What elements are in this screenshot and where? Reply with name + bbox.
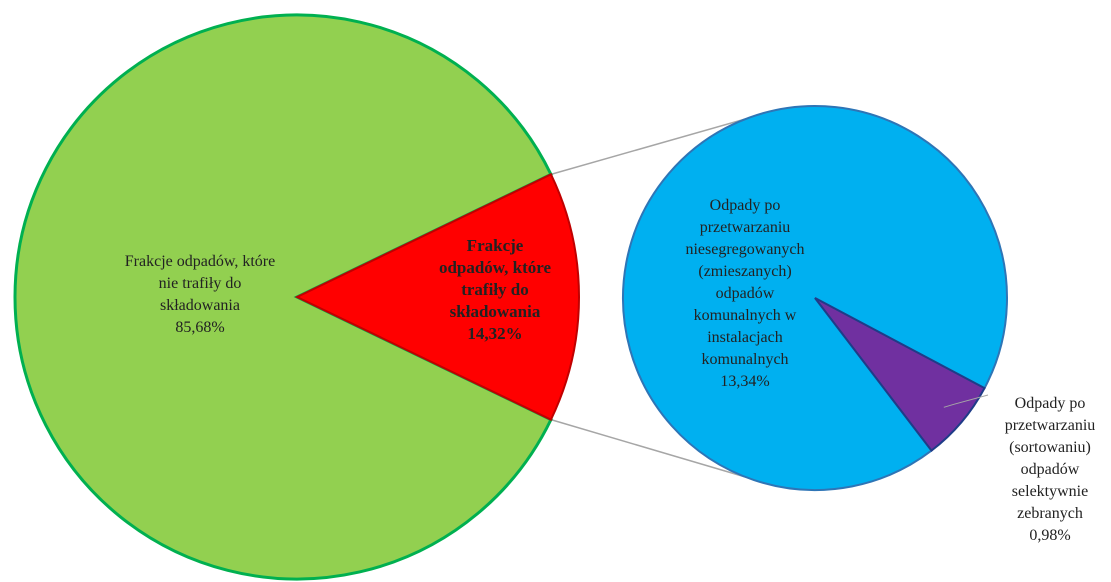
slice-label: Odpady po przetwarzaniu (sortowaniu) odp… <box>1005 393 1096 547</box>
label-line: 14,32% <box>467 324 523 343</box>
label-line: Frakcje odpadów, które trafiły do składo… <box>438 236 552 321</box>
pie-slice <box>294 173 580 421</box>
connector-line <box>550 418 747 478</box>
slice-label: Odpady po przetwarzaniu niesegregowanych… <box>685 195 804 393</box>
label-line: 85,68% <box>175 319 225 336</box>
pie-slice <box>13 13 553 581</box>
slice-label: Frakcje odpadów, które nie trafiły do sk… <box>125 251 275 339</box>
label-line: 0,98% <box>1029 527 1071 544</box>
label-line: 13,34% <box>720 373 770 390</box>
label-line: Odpady po przetwarzaniu niesegregowanych… <box>685 197 805 368</box>
connector-line <box>550 118 747 176</box>
leader-line <box>943 394 989 408</box>
slice-label: Frakcje odpadów, które trafiły do składo… <box>439 235 551 345</box>
label-line: Frakcje odpadów, które nie trafiły do sk… <box>124 253 276 314</box>
label-line: Odpady po przetwarzaniu (sortowaniu) odp… <box>1004 395 1096 522</box>
pie-slice <box>814 297 986 453</box>
